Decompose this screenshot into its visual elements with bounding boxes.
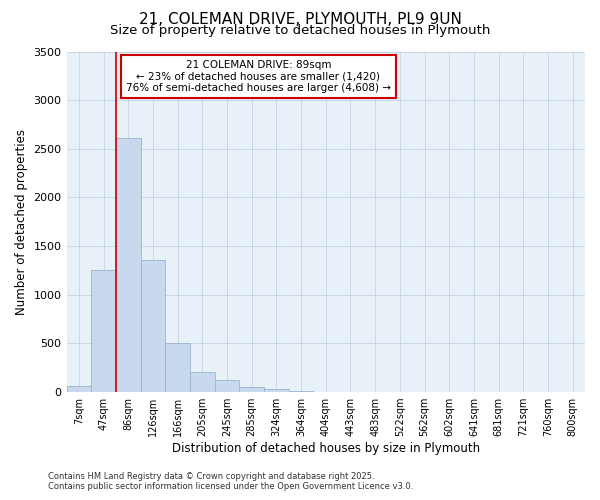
Bar xyxy=(215,380,239,392)
Bar xyxy=(67,386,91,392)
Bar xyxy=(289,391,313,392)
Bar xyxy=(190,372,215,392)
Bar xyxy=(91,270,116,392)
Bar xyxy=(264,389,289,392)
Text: Size of property relative to detached houses in Plymouth: Size of property relative to detached ho… xyxy=(110,24,490,37)
Bar xyxy=(116,138,140,392)
Text: 21 COLEMAN DRIVE: 89sqm
← 23% of detached houses are smaller (1,420)
76% of semi: 21 COLEMAN DRIVE: 89sqm ← 23% of detache… xyxy=(126,60,391,93)
Bar xyxy=(140,260,165,392)
Text: 21, COLEMAN DRIVE, PLYMOUTH, PL9 9UN: 21, COLEMAN DRIVE, PLYMOUTH, PL9 9UN xyxy=(139,12,461,28)
Y-axis label: Number of detached properties: Number of detached properties xyxy=(15,129,28,315)
Text: Contains HM Land Registry data © Crown copyright and database right 2025.
Contai: Contains HM Land Registry data © Crown c… xyxy=(48,472,413,491)
Bar xyxy=(239,386,264,392)
Bar xyxy=(165,344,190,392)
X-axis label: Distribution of detached houses by size in Plymouth: Distribution of detached houses by size … xyxy=(172,442,480,455)
